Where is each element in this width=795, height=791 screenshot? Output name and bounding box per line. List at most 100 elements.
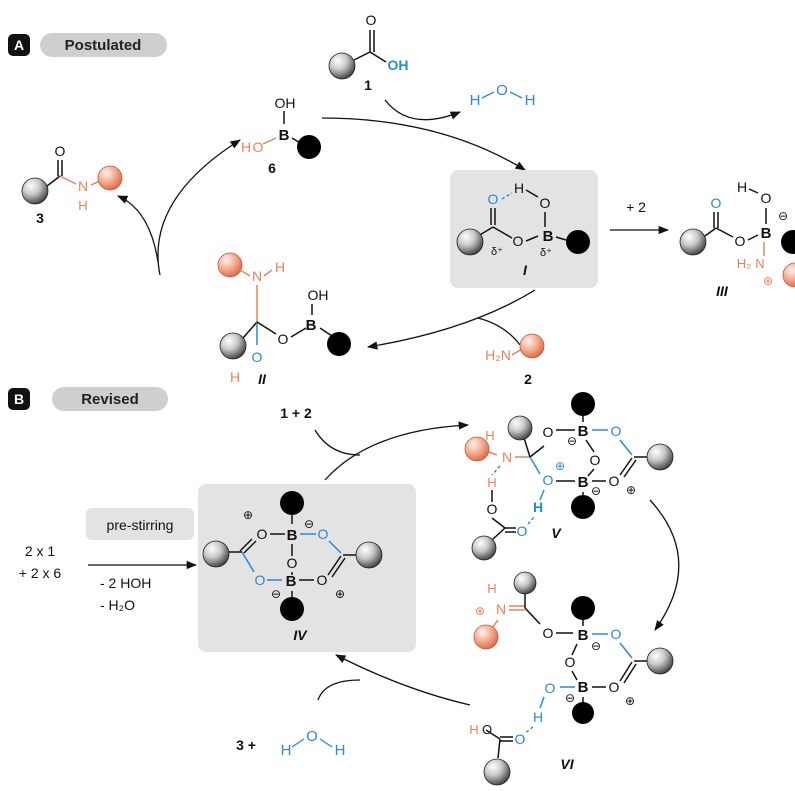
minus-charge: ⊖ — [271, 587, 281, 601]
h-label: H — [275, 259, 285, 275]
carbon-sphere — [21, 177, 49, 205]
boron-label-top: B — [578, 627, 589, 644]
arrow-products-out — [317, 679, 361, 701]
product-3-plus: 3 + — [236, 737, 256, 753]
carbon-sphere — [219, 332, 247, 360]
compound-3-label: 3 — [36, 210, 44, 226]
h-label: H — [514, 180, 524, 196]
section-b-letter: B — [14, 391, 24, 407]
oxygen-label: O — [318, 526, 329, 542]
amine-sphere — [782, 262, 795, 288]
oxygen-label: O — [257, 526, 268, 542]
nitrogen-label: N — [496, 601, 506, 617]
minus-charge: ⊖ — [304, 517, 314, 531]
minus-charge: ⊖ — [778, 209, 788, 223]
plus-charge: ⊕ — [243, 508, 253, 522]
intermediate-V-label: V — [551, 525, 562, 541]
minus-charge: ⊖ — [567, 434, 577, 448]
plus-charge: ⊕ — [625, 694, 635, 708]
intermediate-I-label: I — [523, 262, 528, 278]
oh-label: OH — [275, 95, 296, 111]
delta-plus-b: δ⁺ — [540, 247, 552, 259]
oxygen-label: O — [761, 190, 772, 206]
boron-sphere — [297, 135, 321, 159]
delta-plus-c: δ⁺ — [491, 246, 503, 258]
compound-2-amine: H₂N 2 — [485, 333, 545, 387]
oxygen-label: O — [517, 523, 528, 539]
boron-sphere-bottom — [280, 597, 304, 621]
intermediate-IV-panel — [198, 484, 416, 652]
oxygen-label: O — [278, 331, 289, 347]
water-h-right: H — [335, 742, 346, 759]
nh-label: H — [78, 198, 87, 213]
intermediate-II: N H O H O B OH II — [217, 252, 351, 387]
oxygen-label: O — [543, 625, 554, 641]
arrow-IV-to-V — [324, 421, 470, 481]
arrow-reagents-in — [314, 429, 361, 456]
plus-charge: ⊕ — [475, 604, 485, 618]
water-release-arrow — [384, 99, 461, 121]
nitrogen-label: N — [502, 449, 512, 465]
h-label: H — [487, 475, 496, 490]
oxygen-label: O — [317, 572, 328, 588]
amine-sphere — [473, 624, 499, 650]
arrow-II-to-6 — [157, 139, 241, 276]
plus-2-label: + 2 — [626, 199, 646, 215]
boron-sphere — [781, 230, 795, 254]
boron-label-top: B — [287, 527, 298, 544]
oxygen-label: O — [611, 423, 622, 439]
oxygen-label: O — [487, 501, 498, 517]
carbon-sphere — [483, 758, 511, 786]
h-label: H — [487, 581, 496, 596]
oxygen-label: O — [543, 472, 554, 488]
section-a-letter: A — [14, 37, 24, 53]
section-a-header: A Postulated — [8, 33, 167, 57]
boron-label: B — [543, 228, 554, 245]
intermediate-VI: H ⊕ N O B ⊖ O O B ⊖ O ⊕ O H — [469, 571, 674, 786]
section-b-pill — [52, 387, 168, 411]
oxygen-label: O — [366, 12, 377, 28]
oxygen-label: O — [515, 731, 526, 747]
h2-label: H₂ — [737, 256, 751, 271]
plus-charge: ⊕ — [335, 587, 345, 601]
h2n-label: H₂N — [485, 347, 511, 363]
amine-sphere — [217, 252, 243, 278]
acid-h-label: H — [469, 722, 478, 737]
arrow-I-to-II — [366, 289, 536, 350]
compound-1-acid: O OH 1 — [328, 12, 409, 93]
minus-charge: ⊖ — [565, 691, 575, 705]
water-h-right: H — [525, 92, 536, 109]
intermediate-II-label: II — [258, 371, 267, 387]
oxygen-label: O — [609, 473, 620, 489]
oxygen-label: O — [609, 679, 620, 695]
water-h-left: H — [281, 742, 292, 759]
boron-sphere — [566, 230, 590, 254]
section-b-label: Revised — [81, 391, 139, 408]
o-label: O — [253, 139, 264, 155]
minus-h2o: - H₂O — [100, 597, 135, 613]
boron-label: B — [761, 225, 772, 242]
oxygen-label: O — [590, 452, 601, 468]
carbon-sphere — [456, 228, 484, 256]
oh-h-label: H — [230, 369, 240, 385]
products-3-and-water: 3 + H O H — [236, 728, 345, 759]
arrow-VI-to-IV — [335, 654, 471, 706]
oxygen-label: O — [711, 195, 722, 211]
oxygen-label: O — [565, 654, 576, 670]
boron-sphere-top — [571, 596, 595, 620]
boron-label-bottom: B — [286, 573, 297, 590]
hydroxyl-label: OH — [388, 57, 409, 73]
nitrogen-label: N — [78, 178, 88, 194]
intermediate-V: N H O O ⊕ B ⊖ O O B ⊖ O ⊕ H O — [464, 392, 674, 561]
compound-6-label: 6 — [268, 160, 276, 176]
oxygen-label: O — [488, 191, 499, 207]
plus-charge: ⊕ — [555, 459, 565, 473]
carbon-sphere — [507, 415, 533, 441]
boron-sphere — [327, 332, 351, 356]
section-a-pill — [40, 33, 167, 57]
compound-2-label: 2 — [524, 371, 532, 387]
oxygen-label: O — [287, 555, 298, 571]
oxygen-label: O — [255, 572, 266, 588]
section-a-label: Postulated — [65, 37, 142, 54]
amine-sphere — [519, 333, 545, 359]
